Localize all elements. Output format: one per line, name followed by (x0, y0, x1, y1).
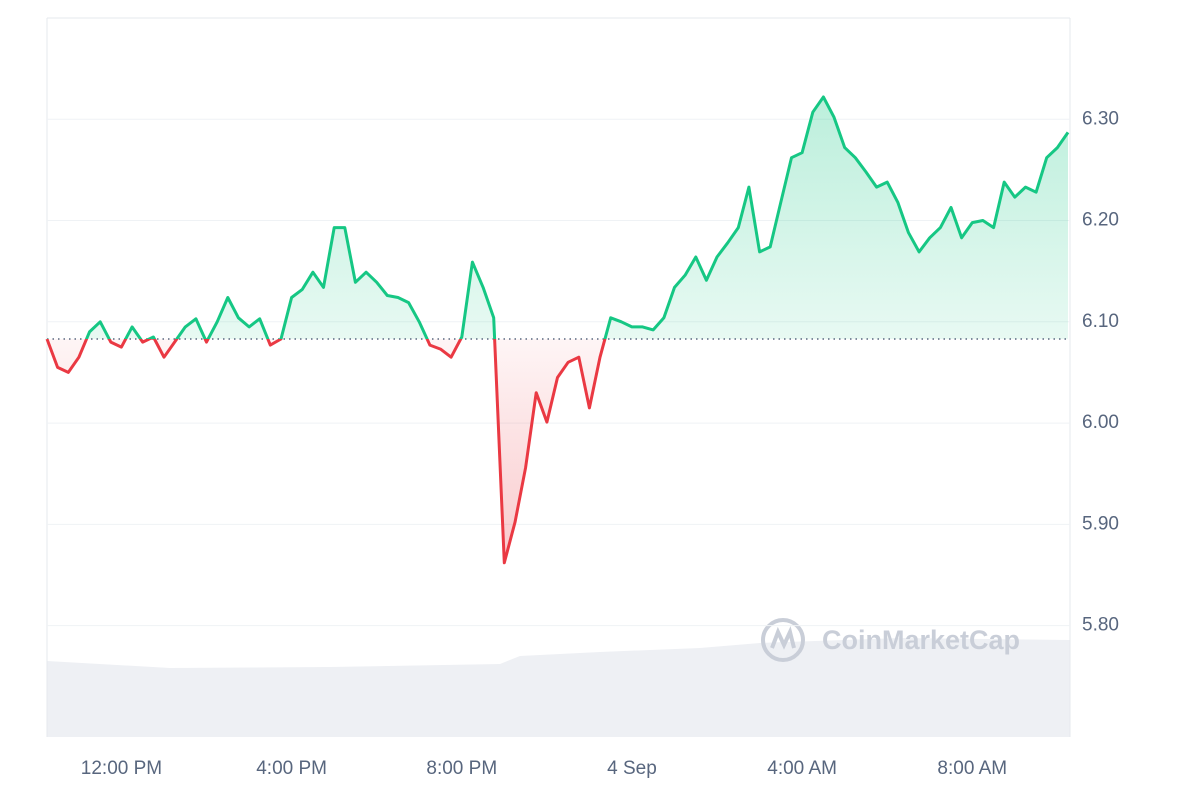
y-tick-label: 5.80 (1082, 615, 1119, 636)
watermark: CoinMarketCap (822, 625, 1020, 655)
x-tick-label: 4:00 PM (256, 758, 327, 779)
price-area (47, 97, 1068, 563)
x-tick-label: 8:00 AM (937, 758, 1007, 779)
volume-area (47, 638, 1070, 737)
x-tick-label: 4 Sep (607, 758, 657, 779)
y-tick-label: 6.30 (1082, 108, 1119, 129)
x-tick-label: 4:00 AM (767, 758, 837, 779)
y-tick-label: 5.90 (1082, 513, 1119, 534)
price-line (45, 95, 1070, 565)
y-tick-label: 6.10 (1082, 311, 1119, 332)
y-tick-label: 6.20 (1082, 210, 1119, 231)
x-tick-label: 12:00 PM (81, 758, 162, 779)
y-tick-label: 6.00 (1082, 412, 1119, 433)
x-tick-label: 8:00 PM (426, 758, 497, 779)
watermark-logo (761, 618, 805, 662)
